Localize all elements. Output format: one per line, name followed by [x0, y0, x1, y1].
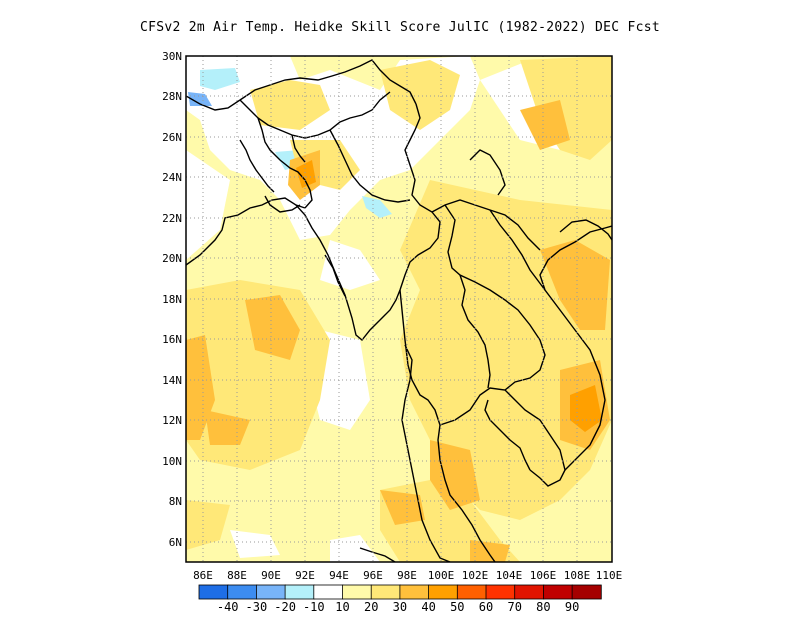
lon-label: 90E [261, 569, 281, 582]
band-20-30-tibet [380, 60, 460, 130]
colorbar-swatch [284, 584, 315, 600]
colorbar-label: 80 [536, 600, 550, 614]
lon-label: 110E [596, 569, 623, 582]
blue-patch-nw [200, 68, 240, 90]
white-region-south [230, 530, 280, 558]
lat-label: 14N [162, 374, 182, 387]
lat-label: 26N [162, 131, 182, 144]
band-30-40-vietnam [540, 240, 610, 330]
lat-label: 20N [162, 252, 182, 265]
lon-label: 106E [530, 569, 557, 582]
colorbar-swatch [399, 584, 430, 600]
lon-label: 94E [329, 569, 349, 582]
band-30-40-bob-center [245, 295, 300, 360]
lon-label: 98E [397, 569, 417, 582]
lat-label: 8N [169, 495, 182, 508]
colorbar-swatch [342, 584, 373, 600]
colorbar-label: -40 [217, 600, 239, 614]
lon-label: 88E [227, 569, 247, 582]
band-20-30-ne [520, 56, 612, 160]
colorbar-swatch [255, 584, 286, 600]
colorbar-swatch [227, 584, 258, 600]
colorbar-swatch [313, 584, 344, 600]
colorbar-swatch [428, 584, 459, 600]
longitude-labels: 86E 88E 90E 92E 94E 96E 98E 100E 102E 10… [193, 569, 622, 582]
white-region-central [320, 240, 380, 290]
colorbar-swatch [514, 584, 545, 600]
colorbar-swatch [456, 584, 487, 600]
colorbar-label: -10 [303, 600, 325, 614]
lat-label: 12N [162, 414, 182, 427]
colorbar-labels: -40 -30 -20 -10 10 20 30 40 50 60 70 80 90 [217, 600, 579, 614]
blue-patch-myanmar [362, 196, 392, 218]
colorbar-label: 60 [479, 600, 493, 614]
colorbar-label: 70 [507, 600, 521, 614]
lon-label: 100E [428, 569, 455, 582]
colorbar-label: -30 [246, 600, 268, 614]
lat-label: 10N [162, 455, 182, 468]
colorbar-label: 20 [364, 600, 378, 614]
band-40-50-myanmar [296, 160, 316, 188]
band-30-40-bob-south [205, 410, 250, 445]
latitude-labels: 30N 28N 26N 24N 22N 20N 18N 16N 14N 12N … [162, 50, 182, 549]
lat-label: 22N [162, 212, 182, 225]
graticule [186, 56, 612, 562]
lat-label: 6N [169, 536, 182, 549]
colorbar [198, 584, 602, 600]
skill-score-field [186, 56, 612, 562]
band-30-40-south-tip [470, 540, 510, 562]
colorbar-label: 30 [393, 600, 407, 614]
band-30-40-andaman [380, 490, 425, 525]
lon-label: 108E [564, 569, 591, 582]
colorbar-label: 50 [450, 600, 464, 614]
lat-label: 28N [162, 90, 182, 103]
lon-label: 86E [193, 569, 213, 582]
colorbar-label: 10 [335, 600, 349, 614]
coastlines-and-borders [186, 59, 612, 562]
colorbar-swatch [571, 584, 602, 600]
band-20-30-sw [186, 500, 230, 550]
colorbar-swatch [370, 584, 401, 600]
colorbar-swatch [485, 584, 516, 600]
lon-label: 102E [462, 569, 489, 582]
map-title: CFSv2 2m Air Temp. Heidke Skill Score Ju… [139, 20, 661, 35]
colorbar-swatch [543, 584, 574, 600]
colorbar-label: 90 [565, 600, 579, 614]
lat-label: 16N [162, 333, 182, 346]
lat-label: 18N [162, 293, 182, 306]
band-20-30-north [250, 80, 330, 130]
lon-label: 96E [363, 569, 383, 582]
colorbar-label: -20 [274, 600, 296, 614]
lat-label: 30N [162, 50, 182, 63]
map-frame [185, 55, 613, 563]
colorbar-swatch [198, 584, 229, 600]
band-30-40-gulf [430, 440, 480, 510]
lat-label: 24N [162, 171, 182, 184]
lon-label: 92E [295, 569, 315, 582]
colorbar-label: 40 [421, 600, 435, 614]
band-30-40-north-center [520, 100, 570, 150]
lon-label: 104E [496, 569, 523, 582]
